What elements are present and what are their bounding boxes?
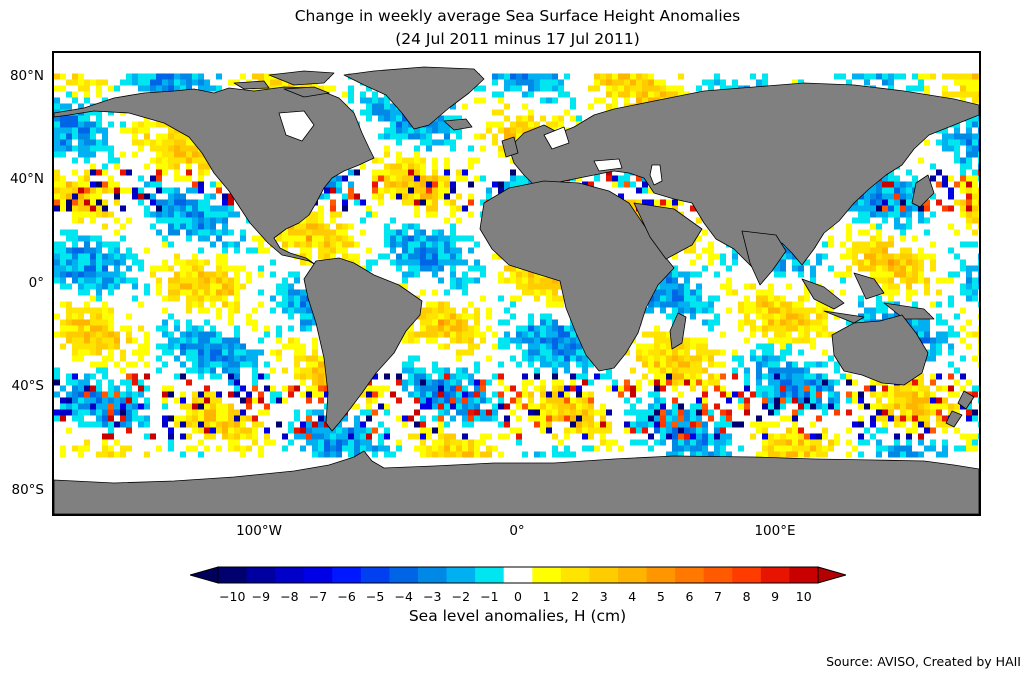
colorbar-swatch: [703, 567, 733, 583]
colorbar-under-arrow: [190, 566, 219, 584]
south-america: [303, 257, 423, 432]
lat-label: 40°S: [11, 378, 45, 394]
colorbar-swatch: [560, 567, 590, 583]
colorbar-swatch: [589, 567, 619, 583]
colorbar-swatch: [503, 567, 533, 583]
arabia: [633, 202, 703, 260]
colorbar-tick-label: −4: [394, 589, 413, 604]
colorbar-swatch: [732, 567, 762, 583]
antarctica: [54, 450, 979, 514]
colorbar-over-arrow: [817, 566, 846, 584]
colorbar-outline: [217, 566, 819, 584]
iceland: [443, 118, 473, 131]
colorbar-tick-label: −1: [480, 589, 499, 604]
india: [741, 230, 787, 286]
colorbar-tick-label: 7: [714, 589, 722, 604]
colorbar-tick-label: 10: [795, 589, 812, 604]
colorbar-swatch: [532, 567, 562, 583]
sea-level-map: [54, 66, 979, 514]
lat-label: 80°N: [9, 68, 44, 84]
colorbar-tick-label: −6: [337, 589, 356, 604]
black-sea: [593, 158, 623, 172]
colorbar: [190, 566, 846, 584]
colorbar-tick-label: −2: [451, 589, 471, 604]
chart-subtitle: (24 Jul 2011 minus 17 Jul 2011): [395, 30, 640, 48]
colorbar-swatch: [303, 567, 333, 583]
caspian-sea: [649, 164, 663, 186]
greenland: [343, 66, 485, 130]
colorbar-label: Sea level anomalies, H (cm): [408, 607, 627, 625]
colorbar-tick-label: −5: [365, 589, 385, 604]
lat-label: 80°S: [11, 482, 45, 498]
colorbar-tick-label: −9: [251, 589, 271, 604]
colorbar-tick-label: 3: [599, 589, 608, 604]
new-zealand: [945, 390, 975, 428]
colorbar-tick-label: 9: [771, 589, 780, 604]
southeast-asia: [801, 272, 935, 324]
colorbar-swatch: [760, 567, 790, 583]
arctic-islands: [233, 70, 335, 98]
colorbar-tick-label: −3: [423, 589, 442, 604]
lat-label: 0°: [28, 275, 44, 291]
land-masses: [54, 66, 979, 514]
colorbar-tick-label: 5: [656, 589, 665, 604]
colorbar-tick-label: 6: [685, 589, 694, 604]
colorbar-tick-label: −7: [308, 589, 328, 604]
colorbar-swatch: [475, 567, 505, 583]
colorbar-tick-label: 1: [542, 589, 551, 604]
colorbar-swatch: [789, 567, 819, 583]
australia: [831, 314, 929, 386]
lon-label: 100°E: [754, 523, 796, 539]
baltic-sea: [543, 126, 570, 150]
source-note: Source: AVISO, Created by HAII: [826, 654, 1021, 669]
colorbar-swatch: [218, 567, 248, 583]
colorbar-tick-label: −8: [280, 589, 299, 604]
colorbar-swatch: [418, 567, 448, 583]
great-britain: [501, 136, 519, 158]
colorbar-tick-label: 4: [628, 589, 637, 604]
madagascar: [669, 312, 687, 350]
colorbar-swatch: [246, 567, 276, 583]
colorbar-tick-label: −10: [219, 589, 246, 604]
colorbar-tick-label: 8: [742, 589, 751, 604]
lon-label: 0°: [509, 523, 525, 539]
eurasia: [508, 82, 979, 270]
colorbar-swatch: [646, 567, 676, 583]
colorbar-tick-label: 0: [514, 589, 522, 604]
colorbar-swatch: [446, 567, 476, 583]
colorbar-swatch: [675, 567, 705, 583]
lat-label: 40°N: [9, 171, 44, 187]
japan: [911, 174, 935, 208]
lon-label: 100°W: [236, 523, 282, 539]
colorbar-swatch: [389, 567, 419, 583]
africa: [479, 180, 675, 372]
map-frame: [52, 51, 981, 516]
colorbar-swatch: [618, 567, 648, 583]
chart-title: Change in weekly average Sea Surface Hei…: [294, 7, 741, 25]
colorbar-swatch: [275, 567, 305, 583]
colorbar-swatch: [360, 567, 390, 583]
hudson-bay: [278, 110, 315, 142]
colorbar-swatch: [332, 567, 362, 583]
colorbar-tick-label: 2: [571, 589, 580, 604]
